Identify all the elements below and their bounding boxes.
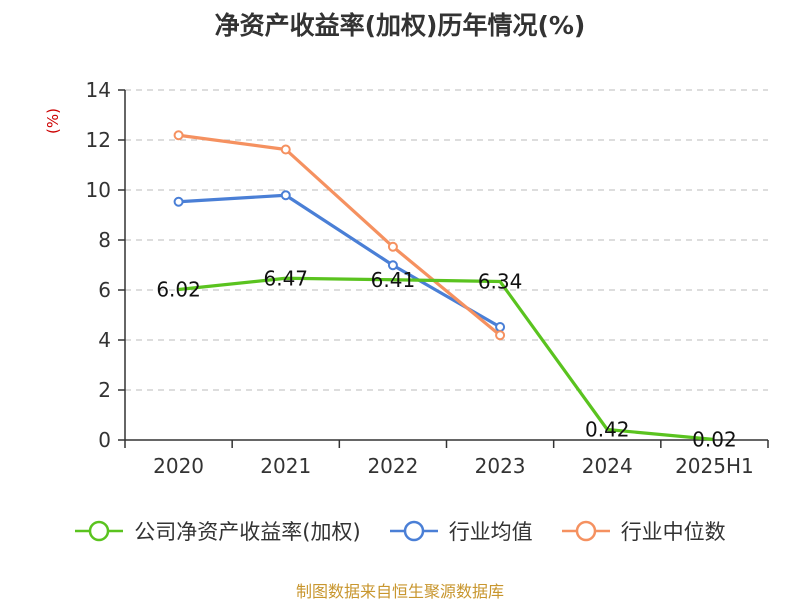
- series-point-2: [280, 144, 291, 155]
- data-label: 6.34: [478, 270, 523, 294]
- series-line-0: [178, 276, 715, 442]
- series-point-1: [280, 190, 291, 201]
- series-group: [173, 130, 715, 442]
- legend-label: 行业均值: [448, 520, 533, 544]
- series-point-1: [173, 196, 184, 207]
- x-tick-label: 2020: [153, 454, 204, 478]
- data-label: 6.41: [371, 268, 416, 292]
- legend: 公司净资产收益率(加权) 行业均值 行业中位数: [0, 516, 800, 546]
- legend-item-1[interactable]: 行业均值: [389, 516, 533, 546]
- legend-marker-icon: [561, 520, 610, 542]
- legend-marker-icon: [389, 520, 438, 542]
- y-tick-label: 12: [86, 128, 111, 152]
- legend-marker-icon: [75, 520, 124, 542]
- x-tick-label: 2025H1: [675, 454, 754, 478]
- y-tick-label: 6: [98, 278, 111, 302]
- data-label: 0.02: [692, 428, 737, 452]
- y-tick-label: 2: [98, 378, 111, 402]
- data-label: 0.42: [585, 418, 630, 442]
- y-tick-label: 10: [86, 178, 111, 202]
- axes: 0 2 4 6 8 10 12 14 2020 2021 2022 2023 2024 2025H1: [86, 78, 769, 478]
- x-tick-label: 2024: [582, 454, 633, 478]
- series-point-2: [387, 241, 398, 252]
- source-note: 制图数据来自恒生聚源数据库: [295, 582, 504, 601]
- series-point-1: [387, 260, 398, 271]
- legend-item-0[interactable]: 公司净资产收益率(加权): [74, 516, 361, 546]
- series-line-2: [178, 133, 502, 337]
- y-tick-label: 4: [98, 328, 111, 352]
- data-label: 6.47: [263, 266, 308, 290]
- y-tick-label: 14: [86, 78, 111, 102]
- grid-lines: [125, 89, 768, 391]
- x-tick-label: 2023: [475, 454, 526, 478]
- x-tick-label: 2022: [367, 454, 418, 478]
- series-point-1: [495, 322, 506, 332]
- x-tick-label: 2021: [260, 454, 311, 478]
- data-labels: 6.02 6.47 6.41 6.34 0.42 0.02: [156, 266, 736, 451]
- series-point-2: [495, 330, 506, 341]
- legend-item-2[interactable]: 行业中位数: [561, 516, 726, 546]
- data-label: 6.02: [156, 278, 201, 302]
- legend-label: 行业中位数: [620, 520, 726, 544]
- chart-title: 净资产收益率(加权)历年情况(%): [214, 11, 586, 40]
- series-point-2: [173, 130, 184, 141]
- series-line-1: [178, 193, 501, 329]
- y-tick-label: 0: [98, 428, 111, 452]
- y-tick-label: 8: [98, 228, 111, 252]
- legend-label: 公司净资产收益率(加权): [134, 520, 361, 544]
